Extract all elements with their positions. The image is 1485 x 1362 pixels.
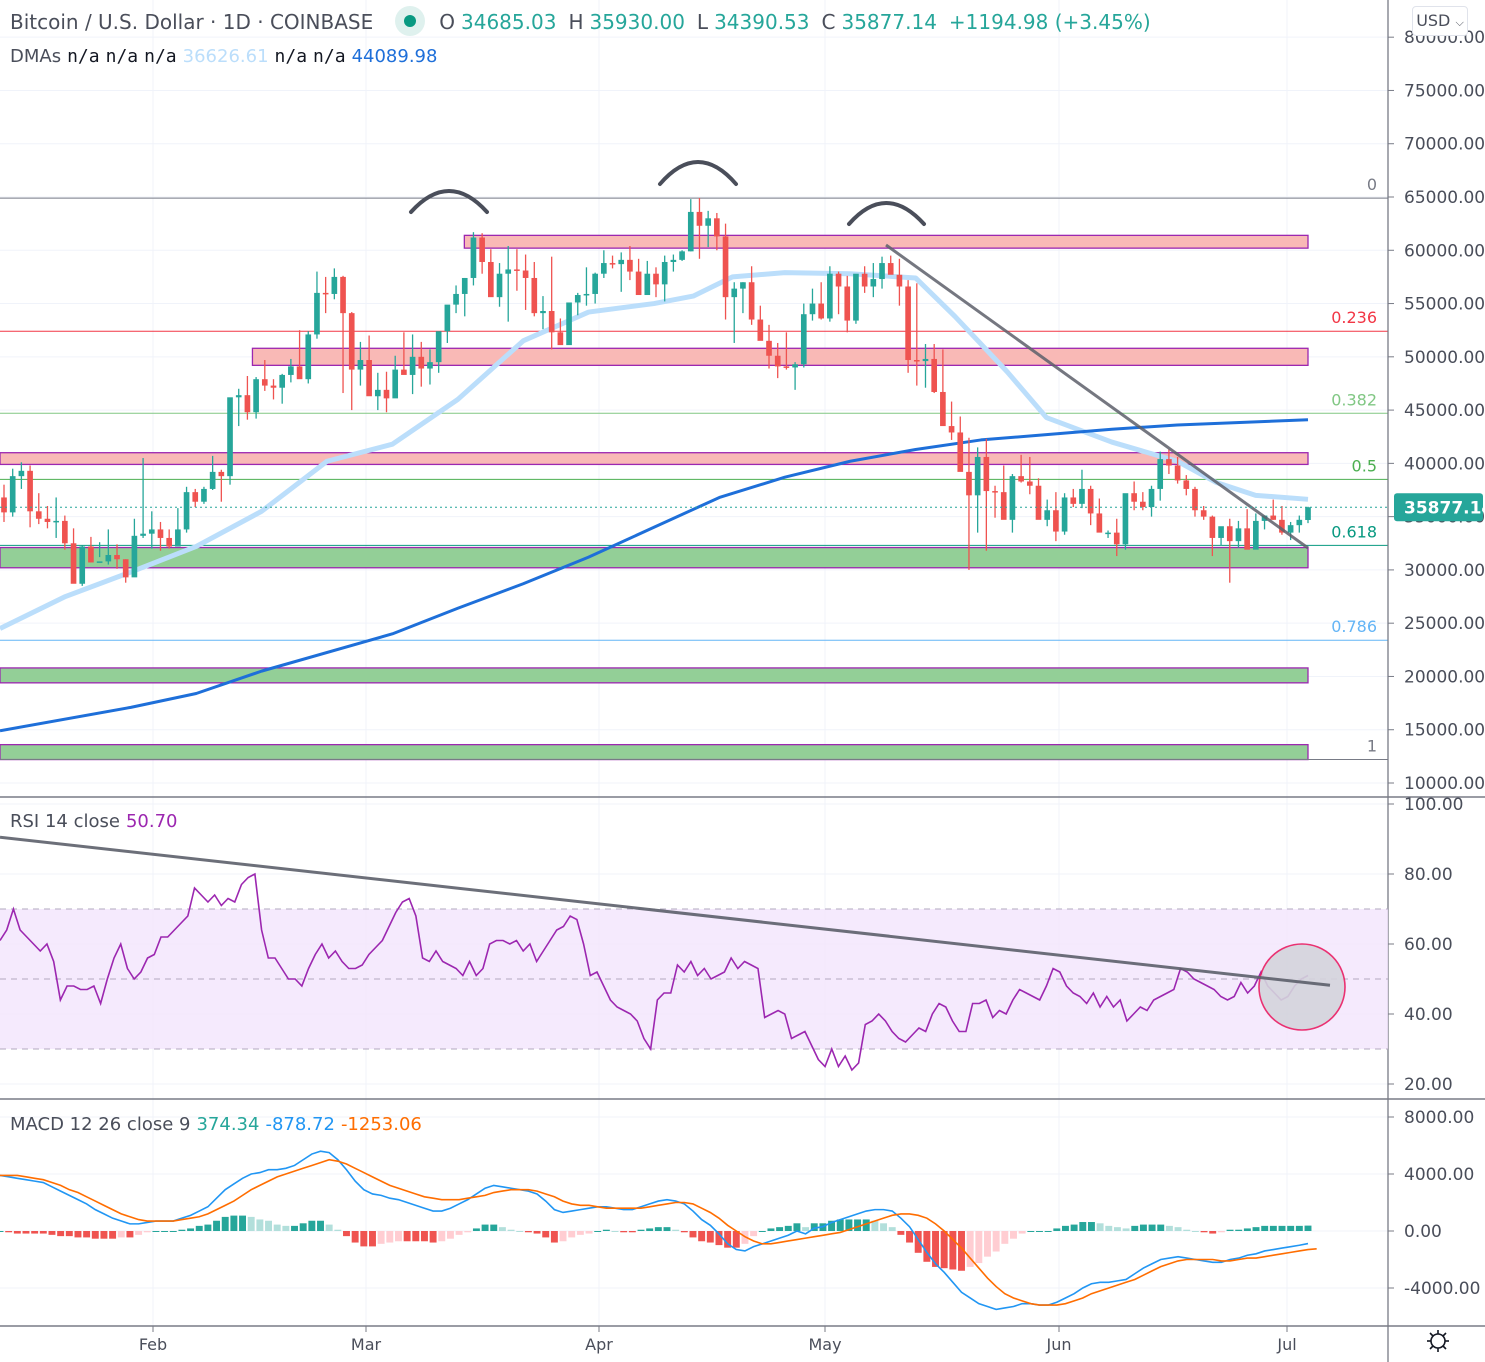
price-axis-label: 30000.00 [1404, 561, 1485, 581]
price-axis-label: 40000.00 [1404, 454, 1485, 474]
dma-label: DMAs [10, 46, 62, 67]
dma-value: n/a [313, 46, 346, 67]
last-price-badge [1394, 493, 1483, 522]
close-value: 35877.14 [841, 9, 937, 34]
fib-level-label: 0.382 [1331, 390, 1377, 409]
time-axis-label: Jun [1046, 1335, 1072, 1354]
price-axis-label: 70000.00 [1404, 135, 1485, 155]
pattern-arc [658, 160, 738, 186]
macd-label: MACD 12 26 close 9 [10, 1114, 191, 1135]
currency-label: USD [1416, 11, 1451, 30]
pattern-arc [847, 201, 926, 226]
fib-level-label: 0.618 [1331, 522, 1377, 541]
time-axis-label: Jul [1276, 1335, 1296, 1354]
dma-legend[interactable]: DMAs n/a n/a n/a 36626.61 n/a n/a 44089.98 [10, 46, 443, 67]
high-label: H [568, 9, 584, 34]
dma-50-value: 36626.61 [182, 46, 269, 67]
dma-value: n/a [67, 46, 100, 67]
gear-icon[interactable] [1425, 1328, 1451, 1354]
open-label: O [439, 9, 455, 34]
fib-level-label: 1 [1367, 737, 1377, 756]
rsi-axis-label: 80.00 [1404, 865, 1453, 885]
macd-hist-value: 374.34 [196, 1114, 260, 1135]
price-axis-label: 65000.00 [1404, 188, 1485, 208]
time-axis-label: Mar [351, 1335, 382, 1354]
rsi-line [0, 872, 1309, 1072]
price-axis-label: 55000.00 [1404, 295, 1485, 315]
macd-legend[interactable]: MACD 12 26 close 9 374.34 -878.72 -1253.06 [10, 1114, 428, 1135]
fib-level-label: 0.786 [1331, 617, 1377, 636]
price-axis-label: 25000.00 [1404, 614, 1485, 634]
sma-50-line [0, 270, 1309, 631]
macd-axis-label: 8000.00 [1404, 1108, 1474, 1128]
resistance-zone [463, 234, 1309, 249]
resistance-zone [0, 452, 1309, 466]
rsi-axis-label: 100.00 [1404, 795, 1463, 815]
macd-histogram [0, 1215, 1312, 1271]
dma-value: n/a [105, 46, 139, 67]
symbol-title[interactable]: Bitcoin / U.S. Dollar · 1D · COINBASE [10, 9, 374, 34]
sma-200-line [0, 418, 1309, 733]
support-zone [0, 743, 1309, 761]
low-value: 34390.53 [714, 9, 810, 34]
fib-level-label: 0 [1367, 175, 1377, 194]
price-trendline [885, 243, 1309, 550]
macd-axis-label: -4000.00 [1404, 1279, 1480, 1299]
support-zone [0, 546, 1309, 569]
market-status-icon[interactable] [395, 6, 426, 36]
signal-line [0, 1158, 1317, 1306]
currency-dropdown[interactable]: USD ⌵ [1412, 6, 1468, 36]
macd-axis-label: 0.00 [1404, 1222, 1442, 1242]
dma-200-value: 44089.98 [351, 46, 438, 67]
rsi-label: RSI 14 close [10, 811, 120, 832]
low-label: L [696, 9, 709, 34]
price-axis-label: 15000.00 [1404, 721, 1485, 741]
rsi-trendline [0, 835, 1331, 987]
change-value: +1194.98 (+3.45%) [948, 9, 1151, 34]
macd-line [0, 1150, 1309, 1311]
dma-value: n/a [144, 46, 177, 67]
dma-value: n/a [274, 46, 308, 67]
close-label: C [821, 9, 836, 34]
price-axis-label: 10000.00 [1404, 774, 1485, 794]
price-axis-label: 45000.00 [1404, 401, 1485, 421]
high-value: 35930.00 [589, 9, 685, 34]
rsi-legend[interactable]: RSI 14 close 50.70 [10, 811, 183, 832]
symbol-legend: Bitcoin / U.S. Dollar · 1D · COINBASE O 34… [10, 6, 1157, 38]
macd-signal-value: -1253.06 [340, 1114, 422, 1135]
fib-level-label: 0.236 [1331, 308, 1377, 327]
time-axis-label: Feb [139, 1335, 167, 1354]
last-price-label: 35877.14 [1404, 498, 1485, 518]
support-zone [0, 667, 1309, 684]
price-axis-label: 75000.00 [1404, 81, 1485, 101]
chevron-down-icon: ⌵ [1455, 16, 1464, 29]
rsi-axis-label: 40.00 [1404, 1005, 1453, 1025]
fib-level-label: 0.5 [1352, 456, 1377, 475]
rsi-axis-label: 60.00 [1404, 935, 1453, 955]
price-axis-label: 50000.00 [1404, 348, 1485, 368]
open-value: 34685.03 [461, 9, 557, 34]
pattern-arc [409, 189, 489, 214]
time-axis-label: Apr [585, 1335, 613, 1354]
highlight-circle [1258, 943, 1346, 1031]
rsi-axis-label: 20.00 [1404, 1075, 1453, 1095]
macd-axis-label: 4000.00 [1404, 1165, 1474, 1185]
rsi-value: 50.70 [125, 811, 178, 832]
price-axis-label: 20000.00 [1404, 667, 1485, 687]
macd-value: -878.72 [265, 1114, 335, 1135]
candles [1, 198, 1311, 586]
time-axis-label: May [808, 1335, 841, 1354]
price-axis-label: 60000.00 [1404, 241, 1485, 261]
